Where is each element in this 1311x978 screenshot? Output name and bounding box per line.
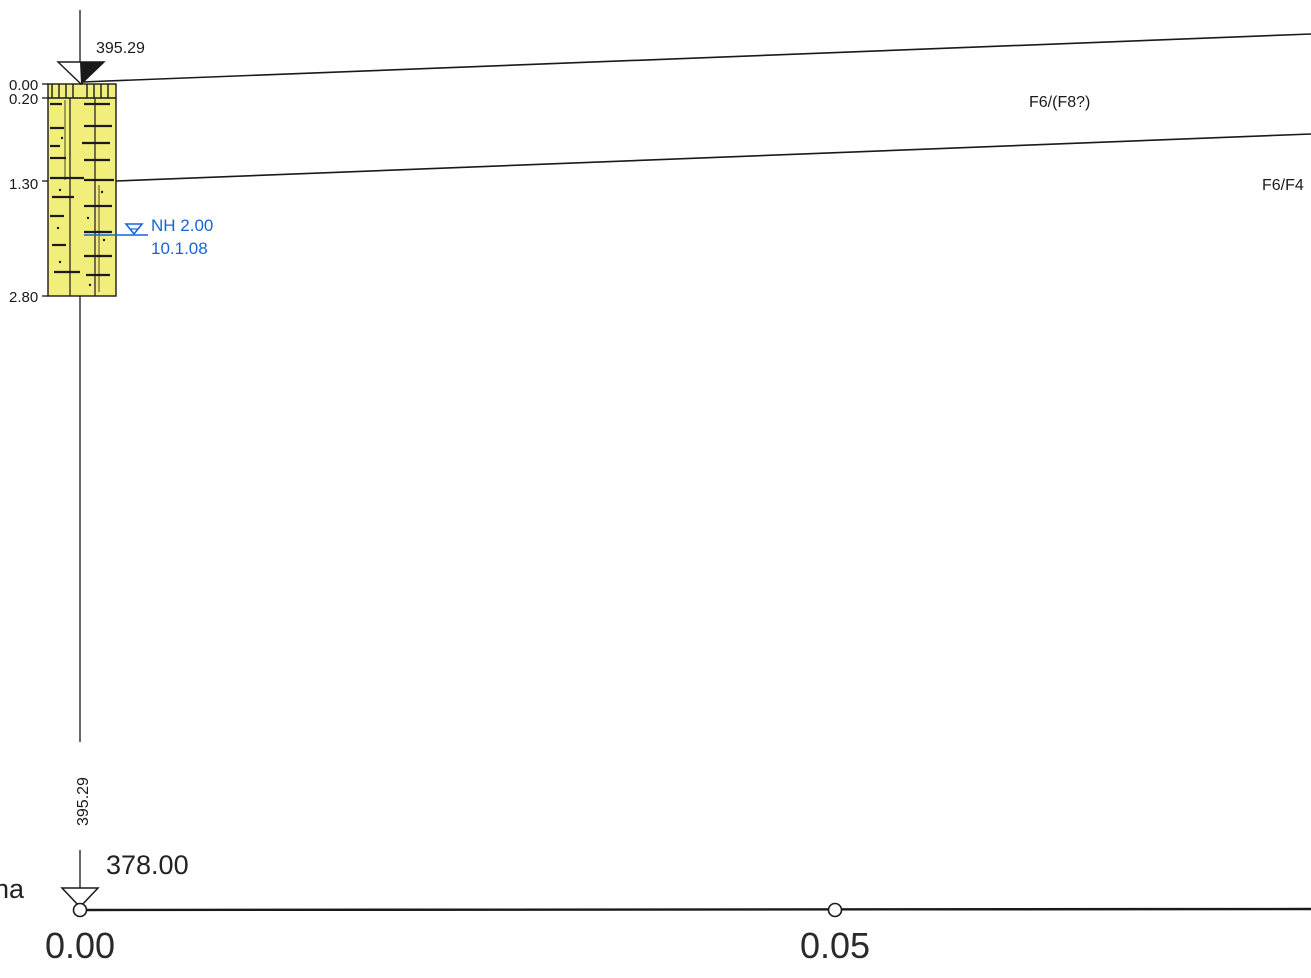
reference-elevation-label: 378.00 <box>106 850 189 880</box>
baseline-axis <box>79 907 1311 912</box>
station-marker-0 <box>72 902 88 918</box>
upper-layer-label: F6/(F8?) <box>1029 94 1090 111</box>
axis-tick-label-1: 0.05 <box>800 925 870 966</box>
borehole-column <box>47 83 117 297</box>
soil-dash-marks <box>50 102 114 277</box>
depth-label-0: 0.00 <box>9 77 38 94</box>
top-elevation-marker <box>56 61 106 85</box>
depth-label-2: 1.30 <box>9 176 38 193</box>
groundwater-level-label: NH 2.00 <box>151 216 213 235</box>
topsoil-hatch <box>48 84 116 99</box>
layer-boundary-middle <box>115 133 1311 182</box>
soil-dots <box>56 136 106 287</box>
depth-label-1: 0.20 <box>9 91 38 108</box>
lower-layer-label: F6/F4 <box>1262 177 1304 194</box>
station-marker-1 <box>827 902 843 918</box>
axis-tick-label-0: 0.00 <box>45 925 115 966</box>
vertical-elevation-label: 395.29 <box>75 777 92 826</box>
top-elevation-label: 395.29 <box>96 40 145 57</box>
groundwater-marker <box>84 223 148 236</box>
soil-column-fill <box>47 83 117 297</box>
left-edge-label-fragment: na <box>0 874 25 904</box>
depth-label-3: 2.80 <box>9 289 38 306</box>
depth-ticks <box>42 83 48 297</box>
layer-boundary-top <box>81 33 1311 83</box>
reference-datum-marker <box>60 850 100 909</box>
groundwater-date-label: 10.1.08 <box>151 239 208 258</box>
